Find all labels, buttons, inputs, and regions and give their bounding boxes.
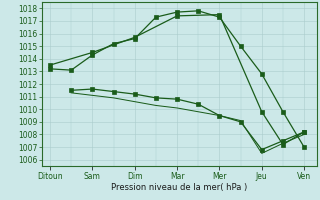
X-axis label: Pression niveau de la mer( hPa ): Pression niveau de la mer( hPa )	[111, 183, 247, 192]
